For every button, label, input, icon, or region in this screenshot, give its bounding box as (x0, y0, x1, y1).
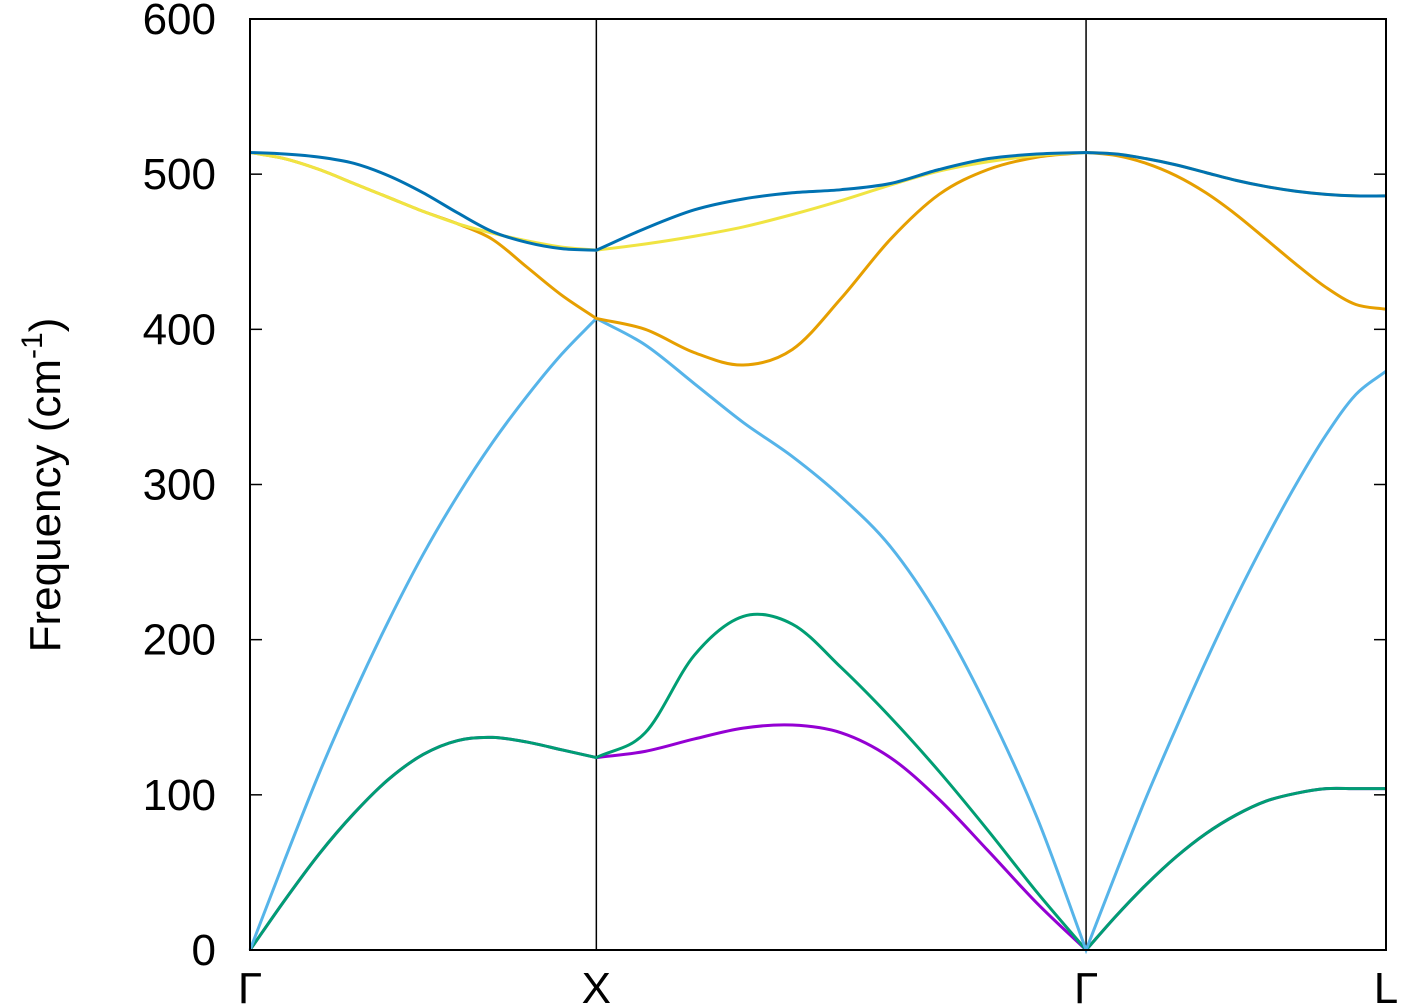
x-tick-label: Γ (238, 964, 262, 1007)
y-tick-label: 300 (143, 461, 216, 510)
band-line (249, 150, 1387, 252)
y-tick-label: 100 (143, 771, 216, 820)
y-tick-label: 0 (192, 926, 216, 975)
band-line (248, 612, 1386, 953)
y-tick-label: 200 (143, 616, 216, 665)
y-tick-label: 600 (143, 0, 216, 44)
y-axis-label: Frequency (cm-1) (16, 318, 70, 653)
band-line (248, 723, 1386, 953)
band-line (249, 150, 1387, 367)
y-label-end: ) (21, 318, 70, 333)
y-tick-label: 500 (143, 150, 216, 199)
plot-frame (249, 18, 1387, 951)
x-tick-label: Γ (1074, 964, 1098, 1007)
y-label-text: Frequency (cm (21, 359, 70, 652)
y-tick-label: 400 (143, 305, 216, 354)
y-label-sup: -1 (16, 332, 49, 359)
x-tick-label: L (1374, 964, 1398, 1007)
band-line (249, 150, 1387, 252)
x-tick-label: X (582, 964, 611, 1007)
band-line (248, 316, 1387, 955)
